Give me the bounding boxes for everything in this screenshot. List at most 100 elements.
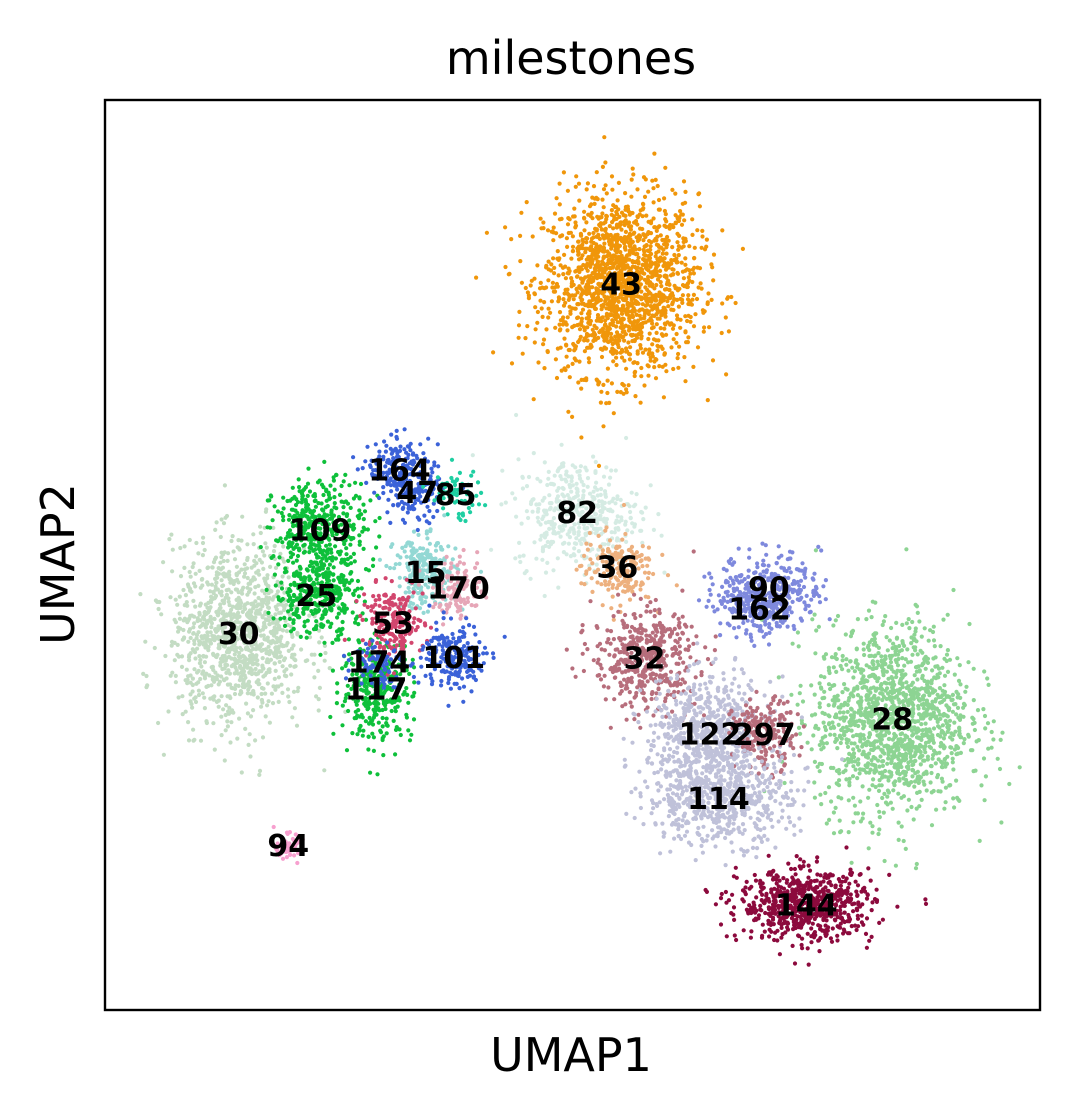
point <box>231 549 236 554</box>
point <box>433 548 439 553</box>
point <box>645 277 651 282</box>
point <box>609 564 614 569</box>
point <box>257 669 262 674</box>
point <box>658 280 663 285</box>
point <box>318 652 323 657</box>
point <box>266 667 271 673</box>
point <box>582 338 587 343</box>
point <box>613 520 618 526</box>
point <box>588 557 593 562</box>
point <box>327 562 332 567</box>
point <box>538 479 543 484</box>
point <box>319 563 324 568</box>
point <box>587 231 592 236</box>
point <box>544 327 549 332</box>
point <box>558 263 563 268</box>
point <box>582 526 587 531</box>
point <box>584 571 589 576</box>
point <box>263 581 269 586</box>
point <box>634 312 639 317</box>
point <box>545 560 550 566</box>
point <box>279 682 284 687</box>
point <box>591 230 596 236</box>
point <box>288 613 293 618</box>
point <box>212 747 217 752</box>
point <box>538 216 543 221</box>
point <box>292 706 297 711</box>
point <box>346 562 351 567</box>
point <box>626 328 632 333</box>
point <box>359 586 364 591</box>
point <box>263 714 268 719</box>
point <box>652 286 657 291</box>
point <box>615 198 620 203</box>
point <box>663 165 668 170</box>
point <box>651 216 656 221</box>
point <box>608 254 614 259</box>
point <box>319 624 324 629</box>
point <box>289 601 294 606</box>
point <box>251 542 256 547</box>
point <box>317 478 322 483</box>
point <box>549 262 554 267</box>
point <box>566 297 571 302</box>
point <box>533 305 538 310</box>
point <box>231 662 236 667</box>
point <box>176 695 181 700</box>
point <box>581 522 587 527</box>
point <box>554 375 560 381</box>
point <box>353 493 359 498</box>
point <box>308 559 314 565</box>
point <box>610 308 615 313</box>
point <box>671 337 676 342</box>
point <box>590 257 595 262</box>
point <box>378 728 383 733</box>
point <box>623 229 629 234</box>
point <box>283 536 288 541</box>
point <box>598 400 604 405</box>
point <box>629 224 634 229</box>
point <box>686 293 691 298</box>
point <box>303 485 308 490</box>
point <box>514 412 519 418</box>
point <box>363 567 369 572</box>
point <box>603 228 608 233</box>
point <box>500 468 505 473</box>
point <box>652 359 657 364</box>
point <box>224 676 229 681</box>
point <box>357 508 362 513</box>
point <box>425 536 430 541</box>
point <box>194 632 200 638</box>
point <box>676 304 682 309</box>
point <box>360 733 365 738</box>
point <box>288 588 293 594</box>
point <box>632 560 637 565</box>
point <box>285 687 291 692</box>
point <box>540 314 545 319</box>
point <box>627 556 632 561</box>
point <box>188 635 193 641</box>
point <box>606 567 611 572</box>
point <box>557 466 562 471</box>
point <box>256 678 261 683</box>
point <box>657 294 662 299</box>
point <box>237 650 242 656</box>
point <box>618 222 624 227</box>
point <box>251 708 256 713</box>
point <box>594 318 599 323</box>
point <box>307 635 313 640</box>
point <box>576 315 581 320</box>
point <box>316 628 322 633</box>
point <box>606 339 611 345</box>
point <box>602 289 607 294</box>
point <box>584 506 589 511</box>
point <box>634 554 639 559</box>
point <box>654 322 659 327</box>
chart-title: milestones <box>446 31 696 85</box>
point <box>219 589 224 594</box>
point <box>579 316 585 321</box>
point <box>656 225 661 230</box>
point <box>643 177 648 182</box>
point <box>604 401 609 406</box>
point <box>596 254 601 259</box>
